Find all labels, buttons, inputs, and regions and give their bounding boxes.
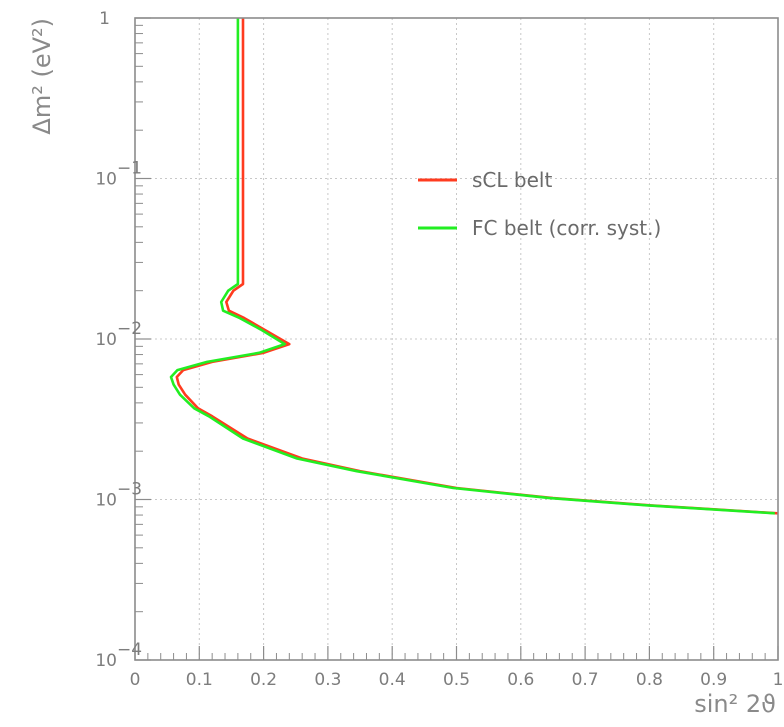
y-axis-label: Δm² (eV²): [28, 18, 56, 135]
series-lines: [169, 18, 779, 515]
y-tick-exponent: −4: [117, 640, 142, 660]
x-tick-label: 0.9: [700, 670, 727, 690]
x-tick-label: 0.8: [636, 670, 663, 690]
legend-label-1: FC belt (corr. syst.): [472, 216, 661, 240]
x-tick-label: 0.7: [572, 670, 599, 690]
y-tick-exponent: −3: [117, 480, 142, 500]
x-tick-label: 0.1: [186, 670, 213, 690]
x-tick-label: 0.3: [314, 670, 341, 690]
y-tick-label: 10: [95, 330, 117, 350]
x-tick-label: 0.6: [507, 670, 534, 690]
x-tick-label: 0.2: [250, 670, 277, 690]
x-axis-label: sin² 2ϑ: [694, 690, 776, 718]
x-tick-label: 1: [773, 670, 784, 690]
y-tick-label: 10: [95, 491, 117, 511]
y-tick-label: 10: [95, 651, 117, 671]
x-tick-label: 0: [130, 670, 141, 690]
y-tick-exponent: −1: [117, 159, 142, 179]
legend: sCL belt FC belt (corr. syst.): [418, 168, 661, 240]
y-tick-label: 1: [99, 9, 110, 29]
x-tick-label: 0.4: [379, 670, 406, 690]
y-tick-label: 10: [95, 170, 117, 190]
x-tick-label: 0.5: [443, 670, 470, 690]
series-line-1: [169, 18, 775, 515]
series-line-0: [175, 18, 779, 515]
legend-label-0: sCL belt: [472, 168, 552, 192]
grid: [135, 18, 778, 660]
y-tick-exponent: −2: [117, 319, 142, 339]
axes: 0 0.1 0.2 0.3 0.4 0.5 0.6 0.7 0.8 0.9 1110−110−210…: [95, 9, 783, 690]
